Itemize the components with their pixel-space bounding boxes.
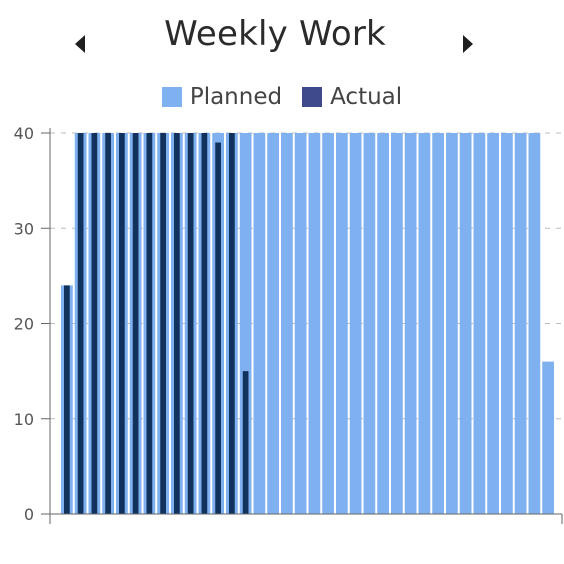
bar-planned-20 bbox=[322, 133, 334, 514]
bar-actual-4 bbox=[105, 133, 111, 514]
bar-planned-33 bbox=[501, 133, 513, 514]
bar-planned-36 bbox=[542, 361, 554, 514]
triangle-left-icon bbox=[75, 35, 85, 53]
legend-item-actual[interactable]: Actual bbox=[302, 84, 402, 110]
legend-swatch-planned bbox=[161, 87, 182, 107]
bar-planned-28 bbox=[432, 133, 444, 514]
bar-actual-1 bbox=[64, 285, 70, 514]
chart-title: Weekly Work bbox=[164, 14, 386, 54]
chart-header: Weekly Work bbox=[0, 0, 564, 80]
legend-label-planned: Planned bbox=[189, 84, 283, 110]
legend-label-actual: Actual bbox=[330, 84, 403, 110]
bar-planned-34 bbox=[514, 133, 527, 514]
previous-week-button[interactable] bbox=[62, 26, 98, 62]
bar-planned-25 bbox=[391, 133, 403, 514]
bar-actual-13 bbox=[229, 133, 235, 514]
triangle-right-icon bbox=[463, 35, 473, 53]
bar-planned-15 bbox=[253, 133, 266, 514]
bar-actual-10 bbox=[187, 133, 194, 514]
bar-actual-9 bbox=[174, 133, 180, 514]
bar-actual-8 bbox=[160, 133, 166, 514]
bar-planned-24 bbox=[377, 133, 389, 514]
bar-planned-18 bbox=[294, 133, 307, 514]
bar-actual-6 bbox=[132, 133, 139, 514]
bar-planned-23 bbox=[363, 133, 376, 514]
y-tick-label-40: 40 bbox=[14, 124, 34, 143]
bar-planned-26 bbox=[404, 133, 417, 514]
y-tick-label-10: 10 bbox=[14, 410, 34, 429]
bar-planned-35 bbox=[528, 133, 541, 514]
bar-planned-30 bbox=[459, 133, 472, 514]
bar-planned-22 bbox=[349, 133, 362, 514]
bar-actual-5 bbox=[119, 133, 125, 514]
chart-legend: Planned Actual bbox=[0, 82, 564, 112]
next-week-button[interactable] bbox=[450, 26, 486, 62]
bar-actual-3 bbox=[91, 133, 98, 514]
bar-planned-14 bbox=[239, 133, 252, 514]
bar-planned-16 bbox=[267, 133, 279, 514]
legend-item-planned[interactable]: Planned bbox=[161, 84, 283, 110]
bar-planned-17 bbox=[281, 133, 293, 514]
bar-planned-27 bbox=[418, 133, 431, 514]
legend-swatch-actual bbox=[302, 87, 323, 107]
bar-planned-19 bbox=[308, 133, 321, 514]
y-tick-label-20: 20 bbox=[14, 315, 34, 334]
bar-planned-32 bbox=[487, 133, 499, 514]
bar-actual-7 bbox=[146, 133, 153, 514]
bar-actual-12 bbox=[215, 142, 221, 514]
bar-actual-11 bbox=[201, 133, 208, 514]
bar-planned-29 bbox=[446, 133, 458, 514]
bar-actual-14 bbox=[242, 371, 249, 514]
y-tick-label-30: 30 bbox=[14, 219, 34, 238]
bar-planned-21 bbox=[336, 133, 348, 514]
y-tick-label-0: 0 bbox=[24, 505, 34, 524]
bar-planned-31 bbox=[473, 133, 486, 514]
bar-actual-2 bbox=[77, 133, 84, 514]
